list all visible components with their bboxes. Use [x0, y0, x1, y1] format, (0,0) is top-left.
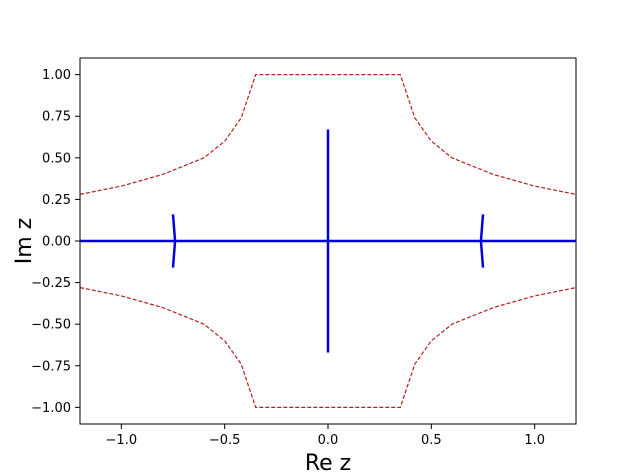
- dashed-boundary-curve: [80, 74, 576, 196]
- y-tick-label: −0.75: [31, 359, 71, 374]
- x-tick-label: −0.5: [209, 433, 241, 448]
- y-tick-label: 0.25: [42, 193, 71, 208]
- y-tick-label: 0.50: [42, 151, 71, 166]
- series-layer: [80, 74, 576, 408]
- y-tick-label: −0.50: [31, 318, 71, 333]
- solid-series-line: [479, 214, 485, 268]
- x-tick-label: 0.0: [318, 433, 339, 448]
- ticks-layer: −1.0 −0.5 0.0 0.5 1.0 1.00 0.75 0.50 0.25 0.00 −0.…: [31, 68, 545, 448]
- dashed-boundary-curve: [80, 286, 576, 408]
- x-tick-label: 1.0: [524, 433, 545, 448]
- y-tick-label: 0.75: [42, 110, 71, 125]
- y-axis-label: Im z: [12, 218, 37, 264]
- y-tick-label: −1.00: [31, 401, 71, 416]
- x-tick-label: −1.0: [106, 433, 138, 448]
- plot-frame: [79, 57, 577, 425]
- solid-series-line: [171, 214, 177, 268]
- y-tick-label: 1.00: [42, 68, 71, 83]
- y-tick-label: 0.00: [42, 235, 71, 250]
- x-axis-label: Re z: [305, 451, 351, 476]
- x-tick-label: 0.5: [421, 433, 442, 448]
- y-tick-label: −0.25: [31, 276, 71, 291]
